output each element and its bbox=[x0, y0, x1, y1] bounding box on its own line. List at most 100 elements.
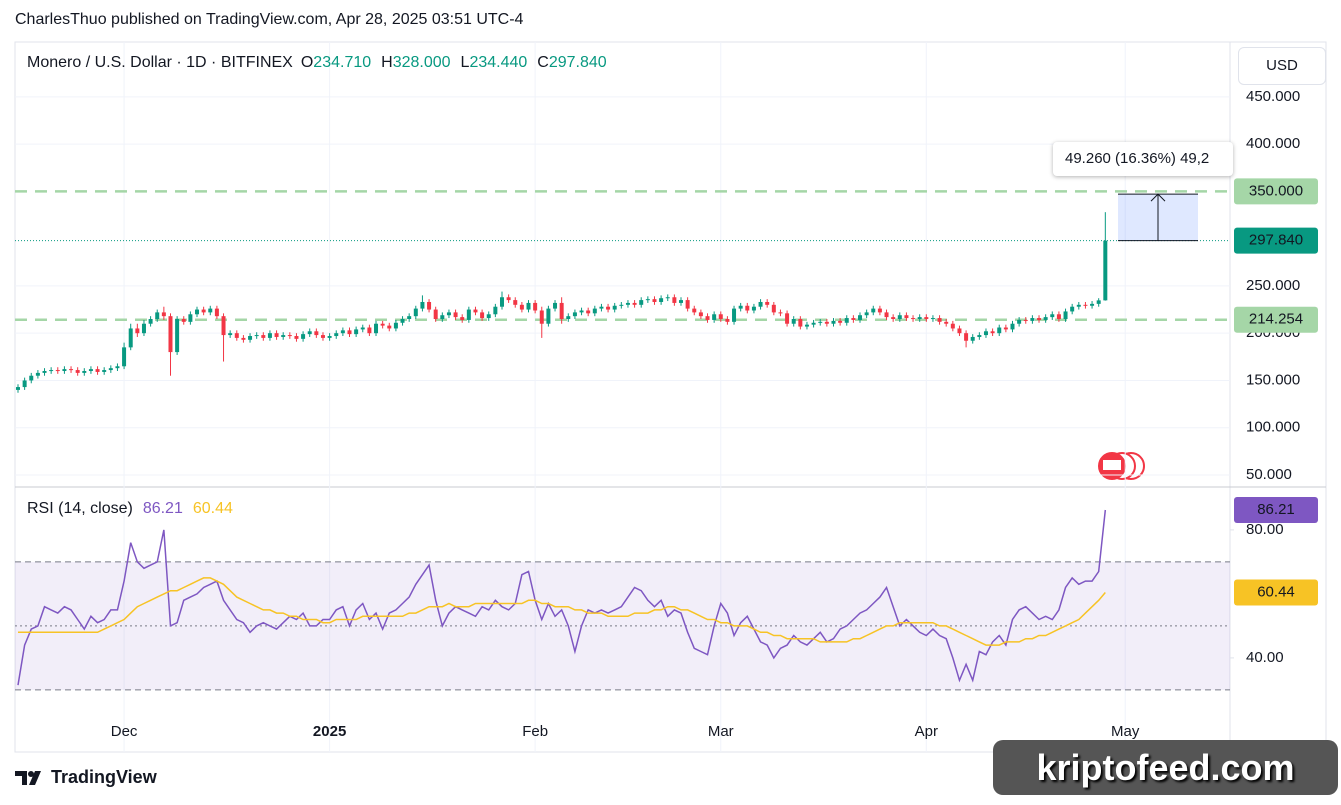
price-line-label-text: 214.254 bbox=[1249, 311, 1303, 328]
candle-body bbox=[838, 320, 843, 323]
candle-body bbox=[904, 315, 909, 319]
candle-body bbox=[811, 322, 816, 325]
candle-body bbox=[493, 306, 498, 315]
candle-body bbox=[181, 319, 186, 322]
candle-body bbox=[281, 335, 286, 337]
candle-body bbox=[519, 304, 524, 310]
candle-body bbox=[586, 310, 591, 314]
candle-body bbox=[897, 315, 902, 320]
candle-body bbox=[453, 312, 458, 318]
candle-body bbox=[606, 306, 611, 310]
candle-body bbox=[625, 302, 630, 305]
candle-body bbox=[659, 298, 664, 302]
candle-body bbox=[732, 308, 737, 322]
candle-body bbox=[69, 369, 74, 371]
candle-body bbox=[712, 314, 717, 320]
candle-body bbox=[314, 331, 319, 336]
candle-body bbox=[692, 308, 697, 313]
rsi-tick-label: 40.00 bbox=[1246, 649, 1284, 666]
candle-body bbox=[798, 319, 803, 327]
candle-body bbox=[765, 301, 770, 305]
candle-body bbox=[248, 336, 253, 340]
rsi-last-label-box bbox=[1234, 497, 1318, 524]
x-tick-label: Dec bbox=[111, 723, 138, 740]
candle-body bbox=[175, 319, 180, 353]
candle-body bbox=[844, 318, 849, 323]
candle-body bbox=[35, 372, 40, 376]
candle-body bbox=[62, 369, 67, 371]
y-tick-label: 450.000 bbox=[1246, 88, 1300, 105]
candle-body bbox=[480, 312, 485, 319]
candle-body bbox=[804, 324, 809, 327]
candle-body bbox=[513, 300, 518, 305]
flag-stripes bbox=[1103, 460, 1121, 470]
candle-body bbox=[347, 330, 352, 335]
measure-label: 49.260 (16.36%) 49,2 bbox=[1053, 142, 1233, 176]
currency-button[interactable]: USD bbox=[1238, 47, 1326, 85]
x-tick-label: Mar bbox=[708, 723, 734, 740]
rsi-line bbox=[17, 509, 1107, 686]
candle-body bbox=[294, 336, 299, 339]
candle-body bbox=[440, 315, 445, 320]
y-tick-label: 50.000 bbox=[1246, 466, 1292, 483]
candle-body bbox=[785, 313, 790, 324]
candle-body bbox=[301, 334, 306, 339]
candle-body bbox=[267, 333, 272, 338]
candle-body bbox=[572, 312, 577, 317]
candle-body bbox=[679, 300, 683, 303]
candle-body bbox=[234, 333, 239, 338]
candle-body bbox=[55, 370, 60, 372]
candle-body bbox=[148, 319, 153, 324]
candle-body bbox=[1070, 306, 1075, 312]
candle-body bbox=[612, 305, 617, 310]
candle-body bbox=[964, 333, 969, 341]
rsi-tick-label: 80.00 bbox=[1246, 521, 1284, 538]
candle-body bbox=[751, 306, 756, 311]
candle-body bbox=[632, 302, 637, 305]
candle-body bbox=[241, 337, 246, 340]
watermark: kriptofeed.com bbox=[993, 740, 1338, 795]
candle-body bbox=[274, 333, 279, 337]
candle-body bbox=[738, 305, 743, 309]
candle-body bbox=[486, 314, 491, 319]
candle-body bbox=[824, 321, 829, 324]
candle-body bbox=[307, 331, 312, 335]
candle-body bbox=[718, 314, 723, 320]
candle-body bbox=[95, 369, 100, 372]
candle-body bbox=[559, 302, 564, 320]
candle-body bbox=[950, 323, 955, 329]
candle-body bbox=[1076, 304, 1081, 307]
candle-body bbox=[917, 317, 922, 320]
candle-body bbox=[320, 335, 325, 338]
candle-body bbox=[327, 336, 332, 338]
candle-body bbox=[254, 335, 259, 337]
candle-body bbox=[420, 301, 425, 309]
publisher: CharlesThuo published on TradingView.com… bbox=[15, 11, 524, 28]
candle-body bbox=[579, 310, 584, 313]
x-tick-label: Feb bbox=[522, 723, 548, 740]
candle-body bbox=[937, 318, 942, 322]
candle-body bbox=[1043, 317, 1048, 320]
candle-body bbox=[400, 319, 405, 323]
candle-body bbox=[652, 299, 657, 302]
candle-body bbox=[672, 297, 677, 303]
candle-body bbox=[745, 305, 750, 311]
candle-body bbox=[88, 369, 93, 371]
candle-body bbox=[161, 312, 166, 317]
rsi-legend-value: 86.21 bbox=[142, 500, 183, 517]
candle-body bbox=[49, 370, 54, 372]
rsi-last-label-text: 86.21 bbox=[1257, 501, 1295, 518]
rsi-last-label-box bbox=[1234, 579, 1318, 606]
candle-body bbox=[983, 331, 988, 336]
candle-body bbox=[639, 300, 644, 305]
candle-body bbox=[619, 304, 624, 306]
candle-body bbox=[533, 302, 538, 311]
candle-body bbox=[340, 330, 345, 334]
symbol-title: Monero / U.S. Dollar · 1D · BITFINEX bbox=[27, 54, 293, 71]
candle-body bbox=[698, 312, 703, 317]
candle-body bbox=[466, 309, 471, 320]
candle-body bbox=[818, 321, 823, 323]
ohlc-value: 297.840 bbox=[548, 54, 607, 71]
candle-body bbox=[1056, 314, 1061, 320]
candle-body bbox=[433, 309, 438, 320]
